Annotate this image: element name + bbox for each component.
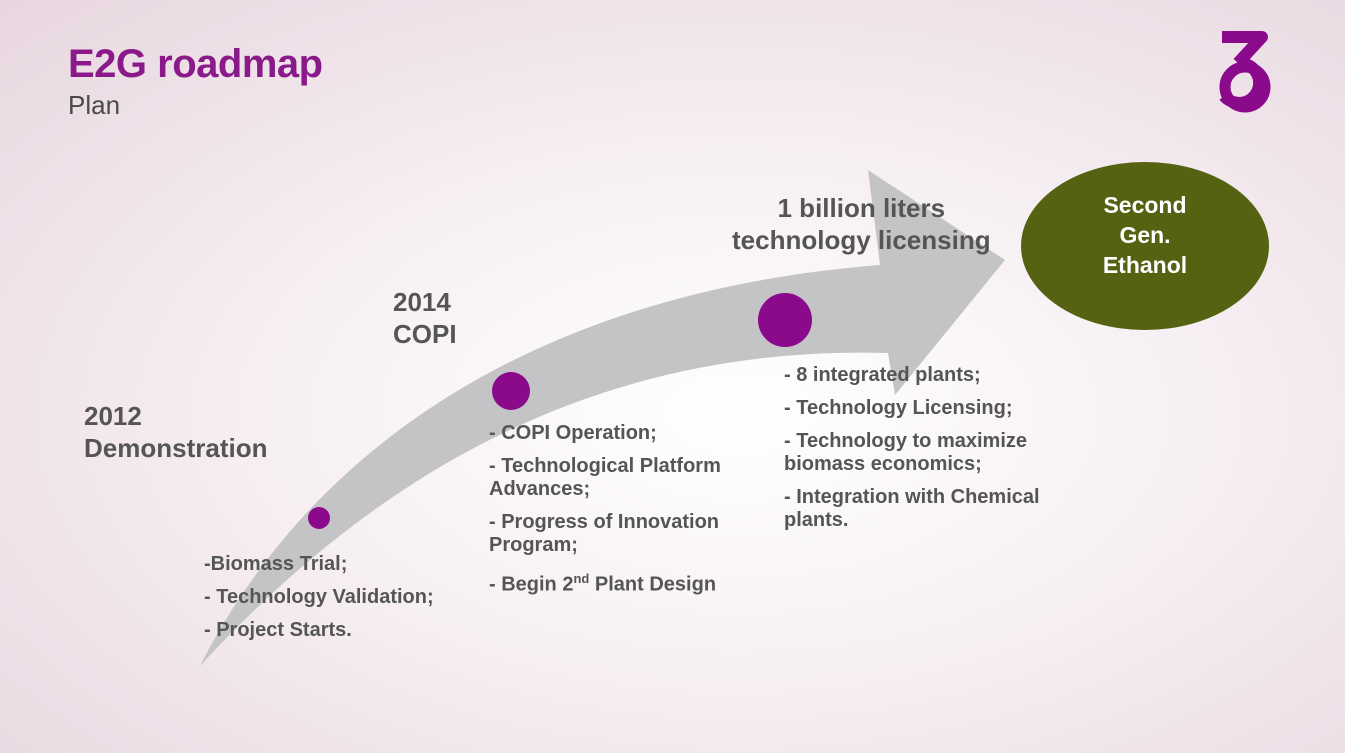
list-item: - Progress of Innovation Program;	[489, 511, 720, 556]
list-item: - Technology Validation;	[204, 586, 434, 608]
list-item: - Technology Licensing;	[784, 397, 1013, 419]
milestone-name: COPI	[393, 319, 457, 349]
milestone-dot-2014	[492, 372, 530, 410]
milestone-2012-heading: 2012 Demonstration	[84, 400, 267, 464]
logo-ring	[1219, 61, 1271, 113]
list-item: - Project Starts.	[204, 619, 352, 641]
goal-label: Second Gen. Ethanol	[1102, 192, 1188, 278]
milestone-dot-licensing	[758, 293, 812, 347]
list-item: - Technology to maximize biomass economi…	[784, 430, 1027, 475]
milestone-year: 2012	[84, 401, 142, 431]
page-title: E2G roadmap	[68, 42, 323, 86]
milestone-dot-2012	[308, 507, 330, 529]
goal-ellipse	[1021, 162, 1269, 330]
logo	[1219, 31, 1271, 113]
roadmap-arrow	[200, 170, 1005, 666]
milestone-year: 2014	[393, 287, 451, 317]
page-subtitle: Plan	[68, 90, 121, 120]
milestone-licensing-heading: 1 billion liters technology licensing	[732, 192, 991, 256]
list-item: - Technological Platform Advances;	[489, 455, 721, 500]
list-item: - Integration with Chemical plants.	[784, 486, 1040, 531]
milestone-name: Demonstration	[84, 433, 268, 463]
milestone-2014-heading: 2014 COPI	[393, 286, 457, 350]
list-item: - Begin 2nd Plant Design	[489, 571, 717, 596]
list-item: - COPI Operation;	[489, 422, 657, 444]
list-item: - 8 integrated plants;	[784, 364, 981, 386]
list-item: -Biomass Trial;	[204, 553, 348, 575]
milestone-year: 1 billion liters	[777, 193, 946, 223]
milestone-2012-list: -Biomass Trial; - Technology Validation;…	[204, 553, 484, 652]
milestone-licensing-list: - 8 integrated plants; - Technology Lice…	[784, 364, 1054, 542]
milestone-name: technology licensing	[732, 225, 991, 255]
milestone-2014-list: - COPI Operation; - Technological Platfo…	[489, 422, 729, 607]
